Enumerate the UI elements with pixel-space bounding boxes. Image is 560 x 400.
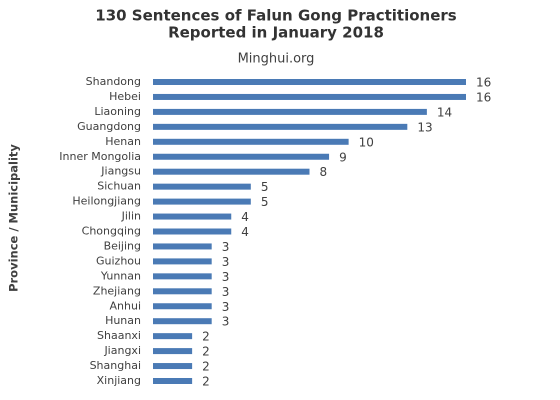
bar <box>153 318 212 325</box>
category-label: Jiangxi <box>103 344 141 357</box>
category-label: Yunnan <box>100 269 141 282</box>
value-label: 14 <box>437 105 452 119</box>
value-label: 2 <box>202 330 210 344</box>
category-label: Chongqing <box>82 225 141 238</box>
value-label: 3 <box>222 240 230 254</box>
bar <box>153 228 232 235</box>
bar <box>153 153 330 160</box>
value-label: 3 <box>222 285 230 299</box>
value-label: 2 <box>202 360 210 374</box>
category-label: Inner Mongolia <box>59 150 141 163</box>
y-axis-label: Province / Municipality <box>7 144 21 292</box>
bar <box>153 333 193 340</box>
value-label: 2 <box>202 375 210 389</box>
bar <box>153 258 212 265</box>
category-label: Zhejiang <box>93 284 141 297</box>
value-label: 16 <box>476 76 491 90</box>
category-label: Xinjiang <box>97 374 141 387</box>
bar <box>153 108 427 115</box>
value-label: 10 <box>359 135 374 149</box>
category-label: Jiangsu <box>100 165 141 178</box>
category-label: Hunan <box>105 314 141 327</box>
chart-title: 130 Sentences of Falun Gong Practitioner… <box>95 7 457 25</box>
category-label: Shanghai <box>90 359 141 372</box>
bar <box>153 288 212 295</box>
bar <box>153 273 212 280</box>
bar <box>153 138 349 145</box>
value-label: 3 <box>222 300 230 314</box>
bar <box>153 378 193 384</box>
bar <box>153 348 193 355</box>
category-label: Shaanxi <box>97 329 141 342</box>
value-label: 4 <box>241 225 249 239</box>
value-label: 3 <box>222 315 230 329</box>
category-label: Anhui <box>110 299 142 312</box>
value-label: 3 <box>222 255 230 269</box>
bar <box>153 243 212 250</box>
value-label: 4 <box>241 210 249 224</box>
bar <box>153 93 466 100</box>
category-label: Sichuan <box>97 180 141 193</box>
value-label: 2 <box>202 345 210 359</box>
bar <box>153 213 232 220</box>
value-label: 16 <box>476 90 491 104</box>
value-label: 5 <box>261 180 269 194</box>
bar <box>153 363 193 370</box>
category-label: Beijing <box>104 239 141 252</box>
bar <box>153 123 408 130</box>
bar <box>153 303 212 310</box>
bar <box>153 183 251 190</box>
value-label: 8 <box>320 165 328 179</box>
category-label: Liaoning <box>94 105 141 118</box>
category-label: Shandong <box>86 75 141 88</box>
chart-subtitle: Minghui.org <box>238 52 315 67</box>
category-label: Guangdong <box>77 120 141 133</box>
category-label: Guizhou <box>96 254 141 267</box>
category-label: Henan <box>105 135 141 148</box>
bar <box>153 168 310 175</box>
category-label: Jilin <box>121 210 141 223</box>
bar <box>153 79 466 85</box>
category-label: Hebei <box>109 90 141 103</box>
bar <box>153 198 251 205</box>
value-label: 13 <box>417 120 432 134</box>
category-label: Heilongjiang <box>72 195 141 208</box>
value-label: 5 <box>261 195 269 209</box>
chart-title: Reported in January 2018 <box>168 24 384 42</box>
value-label: 9 <box>339 150 347 164</box>
value-label: 3 <box>222 270 230 284</box>
